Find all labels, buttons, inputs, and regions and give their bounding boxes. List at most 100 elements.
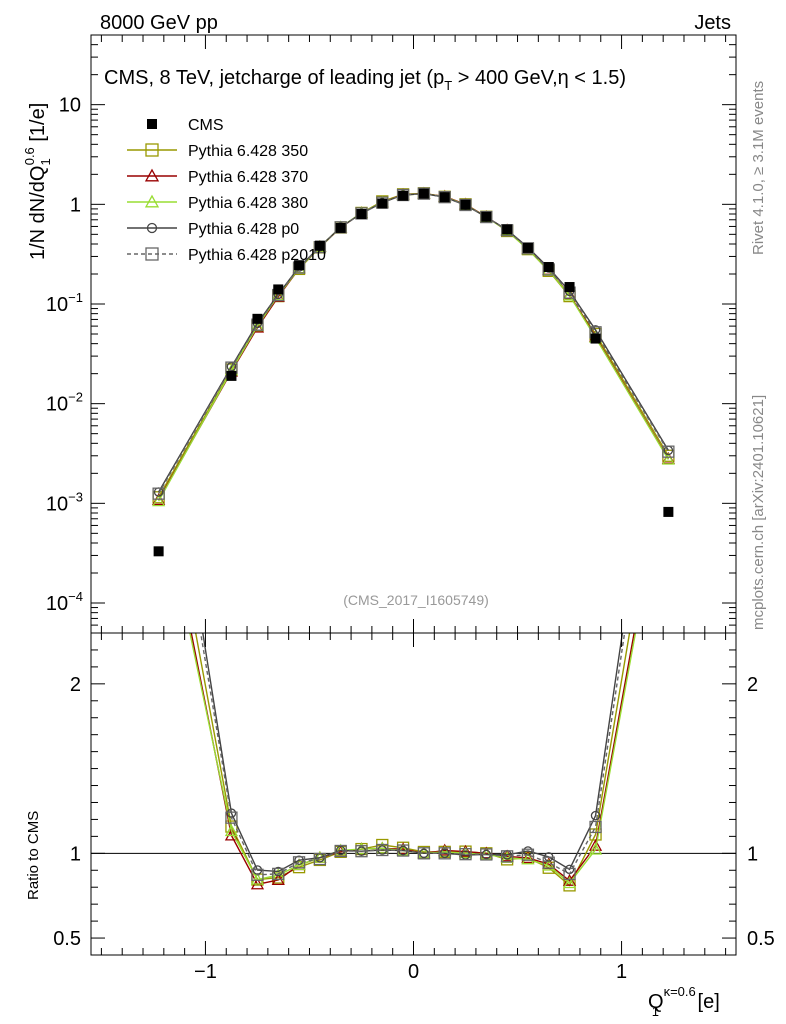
data-point-7 (356, 208, 367, 219)
mc-point-4-10 (417, 187, 431, 200)
y-tick-label-0: 10−4 (46, 589, 83, 615)
y-axis-label-unit: [1/e] (27, 103, 49, 147)
data-point-9 (398, 190, 409, 201)
y-axis-label-main: 1/N dN/dQ (27, 166, 49, 260)
data-point-15 (522, 242, 533, 253)
mc-point-4-11 (438, 191, 451, 204)
ratio-point-1-12 (458, 844, 473, 857)
ratio-tick-label-right-1: 1 (747, 843, 758, 865)
ratio-point-2-15 (521, 852, 535, 865)
ratio-point-4-1 (225, 811, 238, 824)
data-point-10 (418, 188, 429, 199)
ratio-point-4-5 (313, 852, 327, 866)
mc-point-2-0 (152, 494, 166, 507)
mc-curve-4 (158, 192, 669, 495)
ratio-point-2-2 (250, 872, 265, 885)
ratio-point-3-3 (273, 866, 284, 877)
x-axis-label-main: Q (648, 991, 664, 1013)
side-label-mcplots: mcplots.cern.ch [arXiv:2401.10621] (750, 395, 767, 630)
ratio-point-2-17 (562, 876, 577, 889)
data-point-16 (543, 262, 554, 273)
ratio-tick-label-left-2: 2 (70, 674, 81, 696)
ratio-point-4-2 (251, 868, 264, 881)
data-point-17 (564, 282, 575, 293)
mc-point-4-19 (662, 445, 675, 458)
ratio-tick-label-right-0: 0.5 (747, 928, 775, 950)
y-tick-label-2: 10−2 (46, 390, 83, 416)
x-tick-label-0: −1 (194, 961, 217, 983)
data-point-19 (663, 506, 674, 517)
mc-point-4-13 (480, 210, 493, 224)
y-tick-label-1: 10−3 (46, 489, 83, 515)
x-tick-label-2: 1 (616, 961, 627, 983)
x-axis-label-unit: [e] (692, 991, 720, 1013)
y-tick-label-5: 10 (59, 95, 81, 117)
legend-label-5: Pythia 6.428 p2010 (188, 247, 326, 264)
chart-title-main: CMS, 8 TeV, jetcharge of leading jet (p (104, 67, 444, 89)
mc-point-4-0 (152, 487, 165, 500)
legend-label-0: CMS (188, 117, 224, 134)
ratio-point-4-12 (459, 848, 472, 861)
ratio-point-2-1 (224, 824, 239, 837)
ratio-point-3-19 (664, 316, 672, 324)
x-axis-label-sup: κ=0.6 (664, 984, 696, 999)
ratio-point-4-0 (153, 375, 164, 386)
data-point-5 (314, 240, 325, 251)
legend: CMS Pythia 6.428 350 Pythia 6.428 370 Pythi… (127, 117, 326, 264)
ratio-panel: −1 0 1 0.5 0.5 1 1 2 2 (53, 316, 775, 983)
data-point-11 (439, 192, 450, 203)
legend-marker-3 (144, 194, 160, 208)
ratio-point-4-8 (376, 843, 389, 857)
mc-curve-1 (158, 192, 669, 501)
mc-point-4-15 (521, 242, 535, 255)
ratio-tick-label-left-0: 0.5 (53, 928, 81, 950)
y-axis-label: 1/N dN/dQ10.6 [1/e] (22, 103, 53, 260)
data-point-1 (226, 370, 237, 381)
ratio-panel-frame (90, 632, 737, 956)
ratio-point-4-7 (355, 845, 368, 858)
data-point-2 (252, 313, 263, 324)
ratio-point-1-15 (521, 851, 535, 864)
y-axis-label-sub: 1 (38, 158, 53, 165)
ratio-point-3-0 (154, 351, 162, 359)
legend-marker-4 (146, 222, 158, 234)
main-panel: CMS, 8 TeV, jetcharge of leading jet (pT… (46, 34, 737, 634)
ratio-point-2-18 (588, 842, 603, 855)
header-energy-label: 8000 GeV pp (100, 12, 218, 34)
ratio-point-4-4 (292, 856, 306, 869)
mc-point-2-3 (271, 288, 285, 301)
analysis-watermark: (CMS_2017_I1605749) (343, 592, 489, 608)
x-tick-label-1: 0 (408, 961, 419, 983)
ratio-point-4-17 (563, 867, 576, 881)
data-point-0 (153, 546, 164, 557)
header-category-label: Jets (694, 12, 731, 34)
chart-title-sub: T (444, 78, 452, 93)
data-point-4 (294, 260, 305, 271)
legend-label-2: Pythia 6.428 370 (188, 169, 308, 186)
ratio-y-axis-label: Ratio to CMS (25, 811, 42, 900)
mc-curve-0 (158, 192, 669, 498)
data-point-18 (590, 333, 601, 344)
x-axis-label: Qκ=0.6 1 [e] (648, 984, 720, 1019)
x-axis-label-sub: 1 (652, 1004, 659, 1019)
data-point-8 (377, 198, 388, 209)
ratio-point-1-9 (396, 842, 410, 855)
mc-point-1-3 (271, 289, 285, 302)
ratio-point-0-0 (153, 427, 164, 438)
ratio-point-3-18 (590, 810, 601, 821)
ratio-point-4-14 (500, 850, 514, 863)
ratio-point-4-9 (396, 844, 410, 857)
legend-marker-2 (144, 168, 160, 182)
ratio-tick-label-left-1: 1 (70, 843, 81, 865)
ratio-point-4-18 (589, 820, 602, 834)
ratio-point-2-12 (458, 846, 473, 859)
ratio-point-4-3 (272, 867, 285, 881)
legend-label-3: Pythia 6.428 380 (188, 195, 308, 212)
legend-marker-0 (147, 119, 157, 129)
y-tick-label-4: 1 (70, 194, 81, 216)
ratio-point-1-0 (153, 463, 164, 473)
data-point-6 (335, 222, 346, 233)
ratio-point-4-16 (542, 856, 555, 869)
legend-label-4: Pythia 6.428 p0 (188, 221, 299, 238)
